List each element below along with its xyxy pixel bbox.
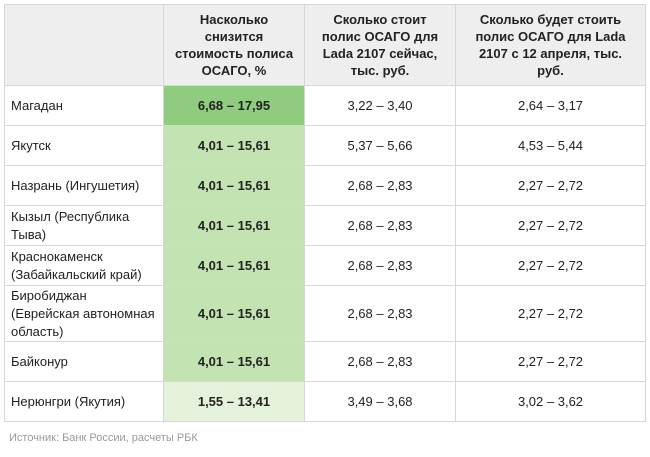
header-city — [4, 4, 164, 86]
header-decrease: Насколько снизится стоимость полиса ОСАГ… — [163, 4, 305, 86]
price-now-cell: 2,68 – 2,83 — [304, 245, 456, 286]
city-cell: Якутск — [4, 125, 164, 166]
decrease-cell: 4,01 – 15,61 — [163, 285, 305, 342]
table-row: Магадан 6,68 – 17,95 3,22 – 3,40 2,64 – … — [4, 85, 646, 126]
price-after-cell: 2,27 – 2,72 — [455, 165, 646, 206]
header-row: Насколько снизится стоимость полиса ОСАГ… — [4, 4, 646, 86]
city-cell: Кызыл (Республика Тыва) — [4, 205, 164, 246]
decrease-cell: 4,01 – 15,61 — [163, 125, 305, 166]
header-price-now: Сколько стоит полис ОСАГО для Lada 2107 … — [304, 4, 456, 86]
price-after-cell: 4,53 – 5,44 — [455, 125, 646, 166]
price-now-cell: 2,68 – 2,83 — [304, 165, 456, 206]
decrease-cell: 4,01 – 15,61 — [163, 341, 305, 382]
table-row: Якутск 4,01 – 15,61 5,37 – 5,66 4,53 – 5… — [4, 125, 646, 166]
decrease-cell: 6,68 – 17,95 — [163, 85, 305, 126]
city-cell: Назрань (Ингушетия) — [4, 165, 164, 206]
table-row: Краснокаменск (Забайкальский край) 4,01 … — [4, 245, 646, 286]
table-row: Кызыл (Республика Тыва) 4,01 – 15,61 2,6… — [4, 205, 646, 246]
osago-table: Насколько снизится стоимость полиса ОСАГ… — [4, 4, 646, 422]
city-cell: Биробиджан (Еврейская автономная область… — [4, 285, 164, 342]
price-after-cell: 2,27 – 2,72 — [455, 245, 646, 286]
table-row: Нерюнгри (Якутия) 1,55 – 13,41 3,49 – 3,… — [4, 381, 646, 422]
city-cell: Нерюнгри (Якутия) — [4, 381, 164, 422]
price-now-cell: 2,68 – 2,83 — [304, 205, 456, 246]
price-after-cell: 2,27 – 2,72 — [455, 341, 646, 382]
decrease-cell: 4,01 – 15,61 — [163, 205, 305, 246]
price-after-cell: 3,02 – 3,62 — [455, 381, 646, 422]
price-after-cell: 2,27 – 2,72 — [455, 285, 646, 342]
price-now-cell: 3,49 – 3,68 — [304, 381, 456, 422]
decrease-cell: 1,55 – 13,41 — [163, 381, 305, 422]
decrease-cell: 4,01 – 15,61 — [163, 165, 305, 206]
price-after-cell: 2,64 – 3,17 — [455, 85, 646, 126]
header-price-after: Сколько будет стоить полис ОСАГО для Lad… — [455, 4, 646, 86]
table-row: Назрань (Ингушетия) 4,01 – 15,61 2,68 – … — [4, 165, 646, 206]
price-now-cell: 3,22 – 3,40 — [304, 85, 456, 126]
price-now-cell: 2,68 – 2,83 — [304, 285, 456, 342]
table-row: Байконур 4,01 – 15,61 2,68 – 2,83 2,27 –… — [4, 341, 646, 382]
price-now-cell: 5,37 – 5,66 — [304, 125, 456, 166]
city-cell: Краснокаменск (Забайкальский край) — [4, 245, 164, 286]
source-note: Источник: Банк России, расчеты РБК — [9, 432, 198, 444]
price-after-cell: 2,27 – 2,72 — [455, 205, 646, 246]
decrease-cell: 4,01 – 15,61 — [163, 245, 305, 286]
price-now-cell: 2,68 – 2,83 — [304, 341, 456, 382]
city-cell: Магадан — [4, 85, 164, 126]
city-cell: Байконур — [4, 341, 164, 382]
table-row: Биробиджан (Еврейская автономная область… — [4, 285, 646, 342]
